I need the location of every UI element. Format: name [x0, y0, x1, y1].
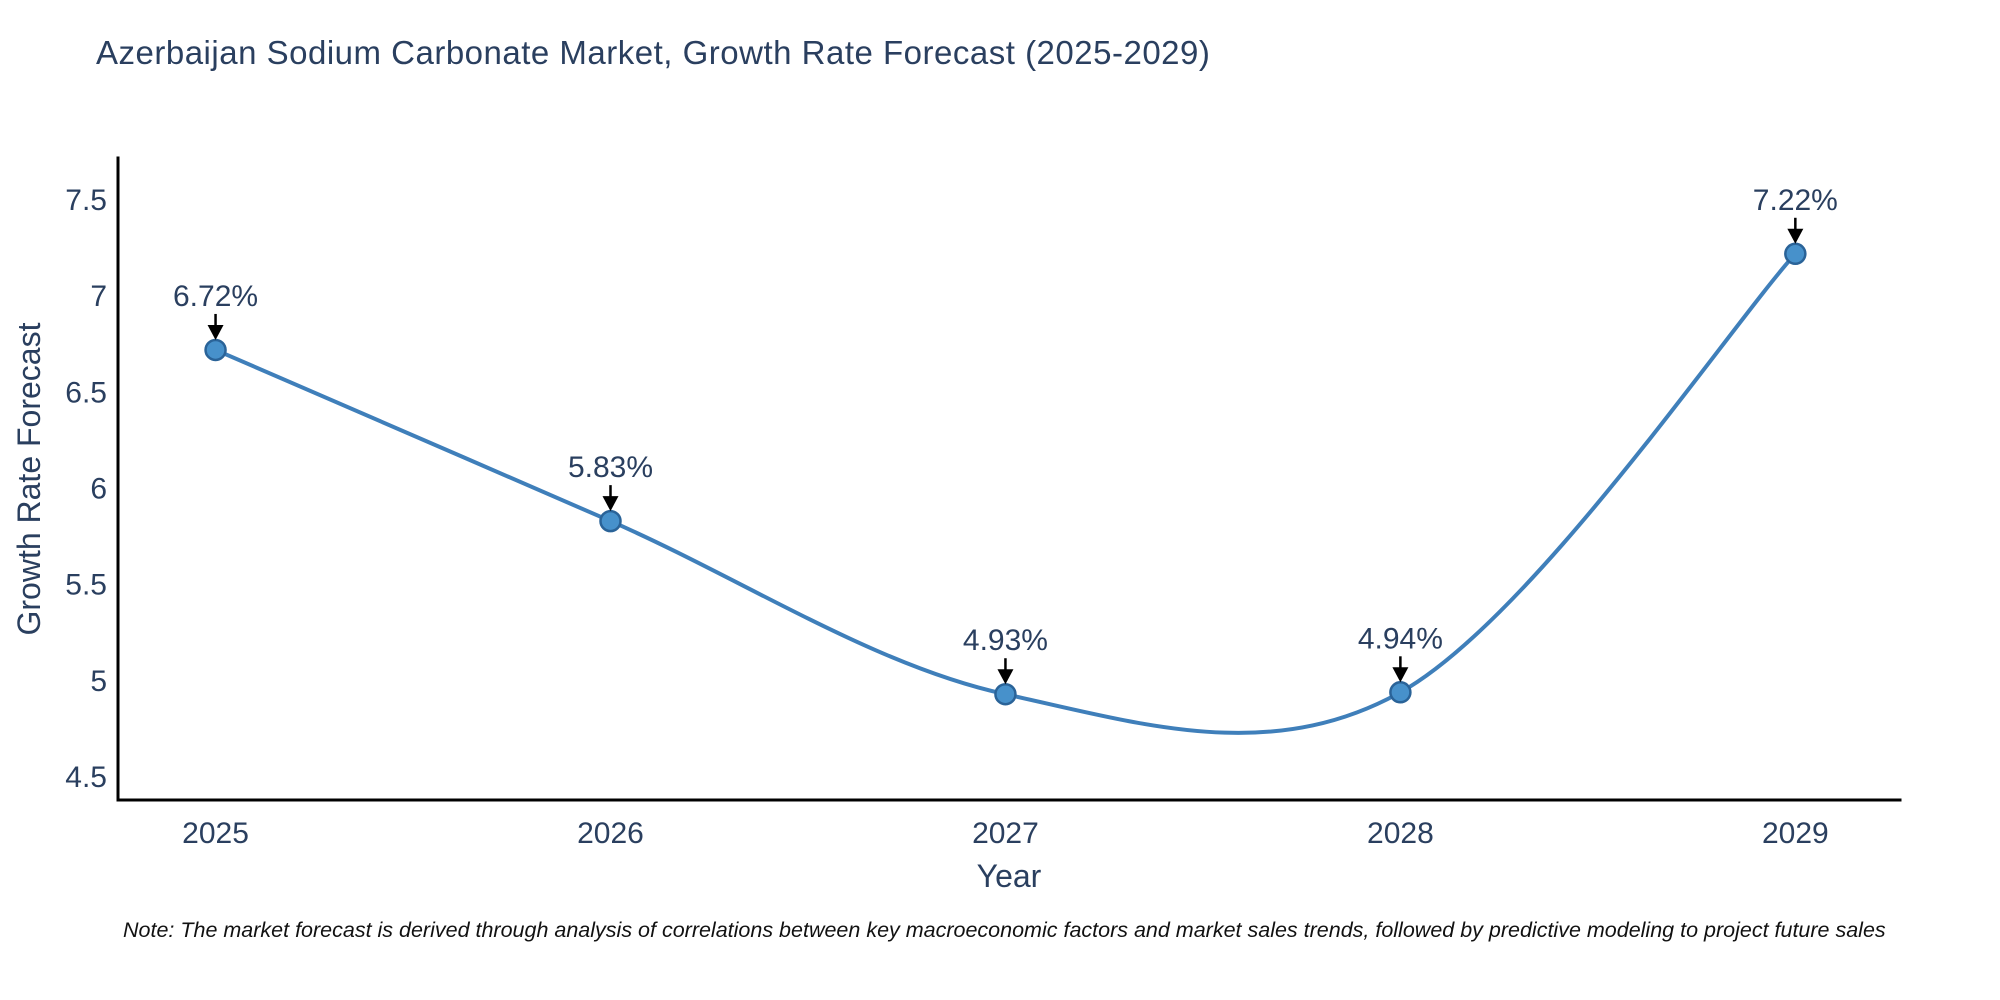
x-tick-label: 2027 [972, 817, 1039, 850]
point-annotation: 4.94% [1358, 622, 1443, 683]
y-tick-label: 4.5 [65, 761, 107, 794]
y-tick-label: 6 [90, 472, 107, 505]
point-annotation-label: 5.83% [568, 451, 653, 484]
data-point-marker [599, 509, 622, 533]
x-axis-tick-labels: 2025 2026 2027 2028 2029 [182, 817, 1829, 850]
point-annotation-label: 6.72% [173, 280, 258, 313]
y-tick-label: 6.5 [65, 376, 107, 409]
x-tick-label: 2028 [1367, 817, 1434, 850]
data-point-marker [204, 338, 227, 362]
annotation-arrowhead-icon [997, 669, 1014, 685]
series-spline-line [213, 251, 1798, 735]
x-axis-title: Year [977, 858, 1042, 894]
x-tick-label: 2029 [1762, 817, 1829, 850]
chart-title: Azerbaijan Sodium Carbonate Market, Grow… [96, 34, 1211, 71]
point-annotation-label: 4.93% [963, 624, 1048, 657]
data-point-marker [1389, 681, 1412, 704]
point-annotation-label: 7.22% [1753, 184, 1838, 217]
y-axis-title: Growth Rate Forecast [11, 322, 47, 635]
axis-lines [116, 156, 1902, 802]
y-axis-tick-labels: 4.5 5 5.5 6 6.5 7 7.5 [65, 184, 107, 794]
y-tick-label: 7 [90, 280, 107, 313]
annotation-arrowhead-icon [1392, 667, 1409, 683]
point-annotation-label: 4.94% [1358, 622, 1443, 655]
data-point-marker [994, 682, 1017, 706]
x-tick-label: 2026 [577, 817, 644, 850]
annotation-arrowhead-icon [207, 324, 224, 340]
point-annotations: 6.72% 5.83% 4.93% 4.94% 7.22% [173, 184, 1838, 685]
point-annotation: 4.93% [963, 624, 1048, 685]
y-tick-label: 5.5 [65, 569, 107, 602]
point-annotation: 5.83% [568, 451, 653, 512]
point-annotation: 6.72% [173, 280, 258, 340]
point-annotation: 7.22% [1753, 184, 1838, 244]
data-point-marker [1784, 242, 1807, 266]
y-tick-label: 5 [90, 665, 107, 698]
annotation-arrowhead-icon [602, 496, 619, 512]
annotation-arrowhead-icon [1787, 228, 1804, 244]
x-tick-label: 2025 [182, 817, 249, 850]
footnote-text: Note: The market forecast is derived thr… [123, 918, 1886, 942]
y-tick-label: 7.5 [65, 184, 107, 217]
